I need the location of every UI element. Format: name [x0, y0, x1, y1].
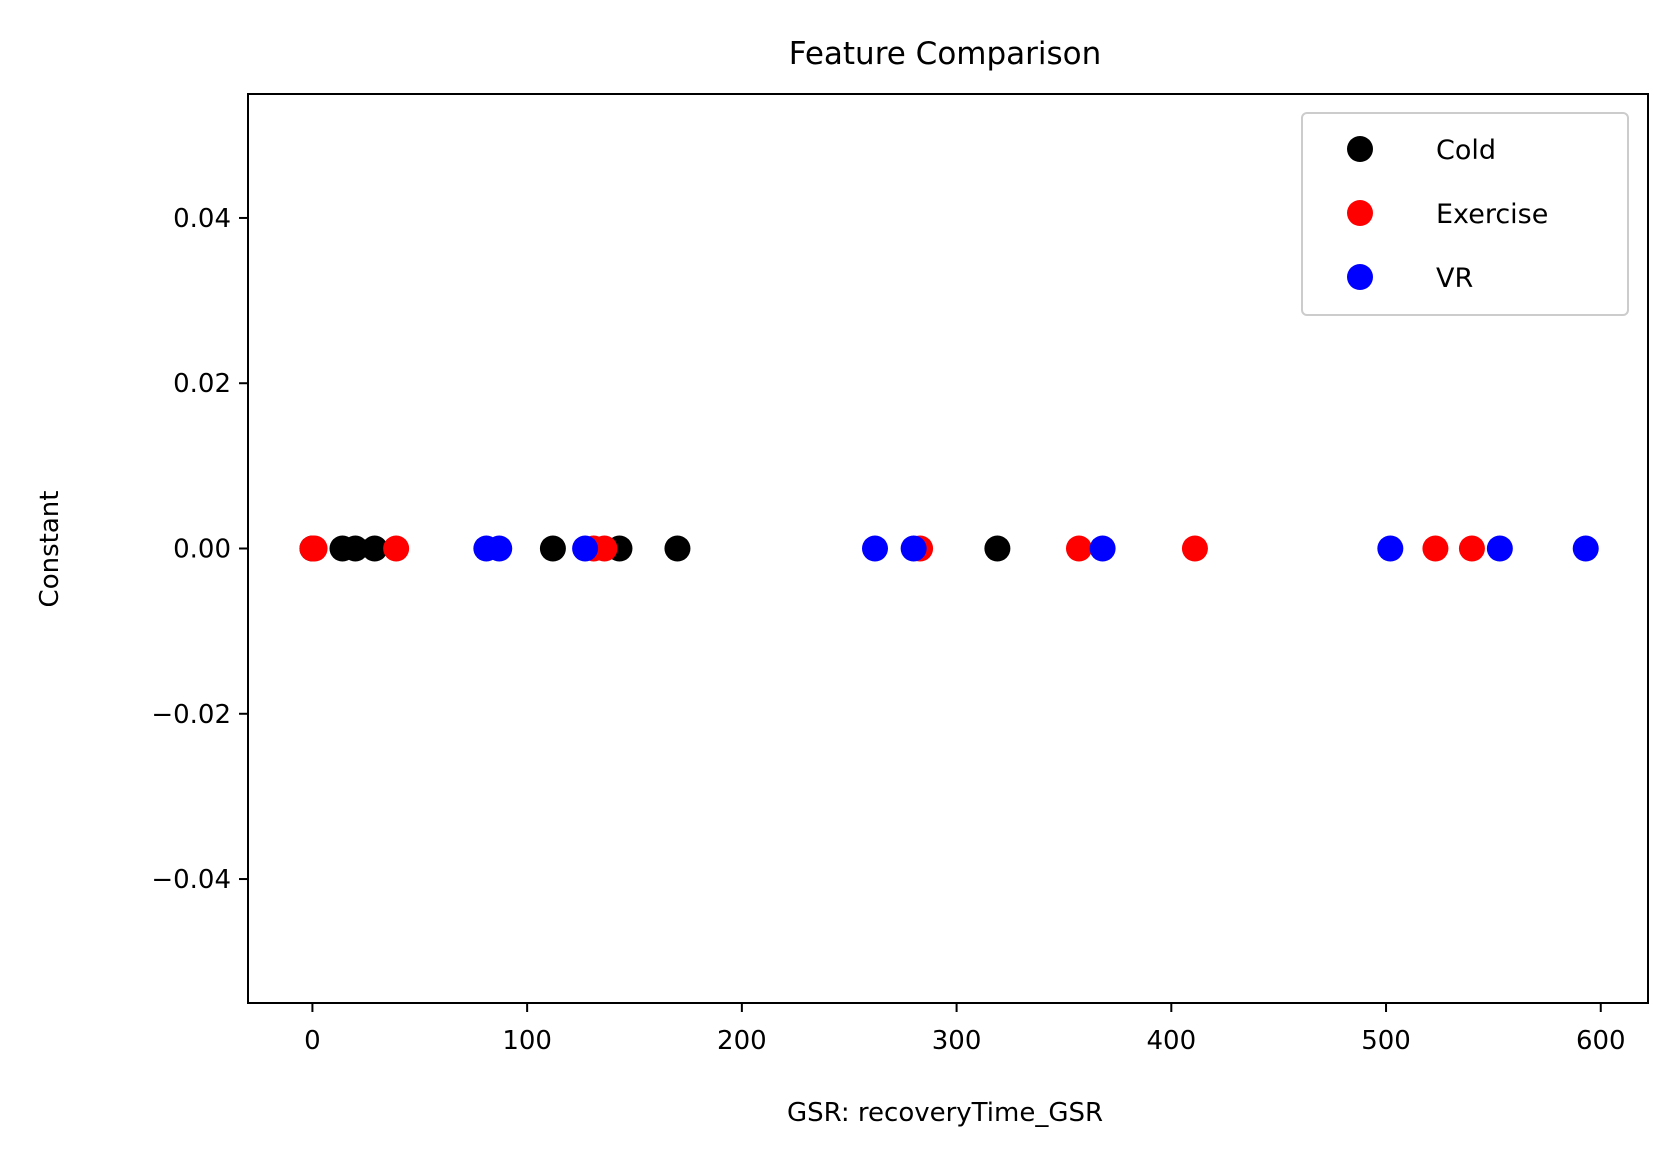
- data-point: [861, 535, 888, 562]
- x-tick-label: 200: [717, 1026, 767, 1056]
- x-tick-label: 400: [1146, 1026, 1196, 1056]
- plot-area: [299, 535, 1599, 562]
- data-point: [383, 535, 410, 562]
- x-tick-label: 500: [1361, 1026, 1411, 1056]
- axes: 0 100 200 300 400 500 600 0.04 0.02 0.00 −0.02 −0.0…: [151, 93, 1649, 1056]
- x-tick-label: 0: [304, 1026, 321, 1056]
- y-tick-label: 0.04: [173, 204, 231, 234]
- data-point: [1089, 535, 1116, 562]
- y-axis-label: Constant: [35, 491, 65, 608]
- y-tick-label: 0.02: [173, 369, 231, 399]
- legend-marker: [1347, 200, 1373, 226]
- legend-marker: [1347, 136, 1373, 162]
- data-point: [1065, 535, 1092, 562]
- data-point: [1422, 535, 1449, 562]
- data-point: [572, 535, 599, 562]
- legend-label: Cold: [1436, 135, 1496, 166]
- x-tick-label: 300: [932, 1026, 982, 1056]
- x-tick-label: 600: [1576, 1026, 1626, 1056]
- y-tick-label: 0.00: [173, 535, 231, 565]
- data-point: [664, 535, 691, 562]
- chart-title: Feature Comparison: [789, 36, 1102, 72]
- legend-label: VR: [1436, 263, 1473, 294]
- x-tick-label: 100: [502, 1026, 552, 1056]
- data-point: [539, 535, 566, 562]
- data-point: [900, 535, 927, 562]
- legend-box: [1301, 112, 1629, 316]
- data-point: [486, 535, 513, 562]
- data-point: [1486, 535, 1513, 562]
- legend: Cold Exercise VR: [1301, 112, 1629, 316]
- y-tick-label: −0.04: [151, 865, 231, 895]
- data-point: [1181, 535, 1208, 562]
- data-point: [1377, 535, 1404, 562]
- legend-label: Exercise: [1436, 199, 1548, 230]
- data-point: [1572, 535, 1599, 562]
- legend-marker: [1347, 264, 1373, 290]
- data-point: [1458, 535, 1485, 562]
- x-axis-label: GSR: recoveryTime_GSR: [787, 1098, 1103, 1128]
- data-point: [361, 535, 388, 562]
- data-point: [591, 535, 618, 562]
- data-point: [342, 535, 369, 562]
- data-point: [301, 535, 328, 562]
- data-point: [984, 535, 1011, 562]
- y-tick-label: −0.02: [151, 700, 231, 730]
